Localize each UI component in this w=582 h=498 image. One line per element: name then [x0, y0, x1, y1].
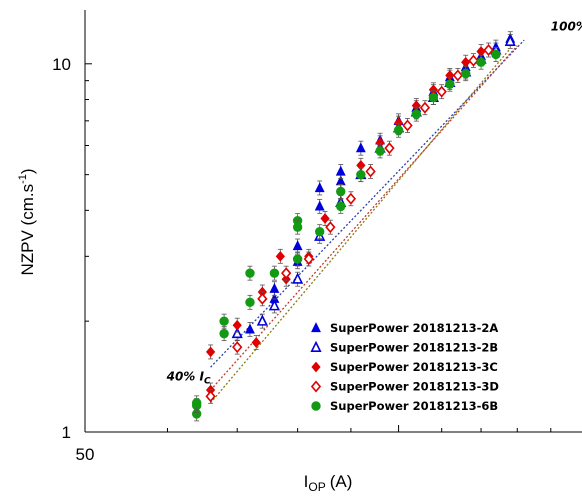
- data-point: [445, 79, 455, 89]
- data-point: [205, 390, 216, 403]
- annotation-main: 40% I: [166, 369, 205, 383]
- data-point: [452, 69, 463, 82]
- data-point: [393, 125, 404, 135]
- y-axis-title-close: ): [18, 168, 37, 174]
- data-point: [325, 221, 336, 234]
- data-point: [314, 200, 325, 211]
- data-point: [292, 222, 303, 232]
- legend: SuperPower 20181213-2A SuperPower 2018121…: [310, 321, 499, 413]
- trendline: [210, 48, 511, 404]
- data-point: [384, 142, 395, 155]
- data-point: [476, 46, 486, 57]
- data-point: [476, 57, 486, 67]
- data-point: [256, 314, 268, 326]
- data-point: [269, 282, 280, 293]
- data-point: [231, 326, 243, 339]
- data-point: [419, 101, 431, 114]
- data-point: [504, 34, 516, 46]
- x-axis-title-main: I: [304, 472, 309, 491]
- data-point: [461, 68, 471, 79]
- data-point: [232, 319, 242, 331]
- series-5: [191, 47, 501, 422]
- data-point: [365, 165, 376, 178]
- data-point: [269, 268, 280, 278]
- data-point: [251, 337, 261, 348]
- data-point: [461, 56, 471, 68]
- data-point: [483, 44, 494, 56]
- legend-label: SuperPower 20181213-2B: [330, 341, 498, 355]
- data-point: [320, 213, 330, 224]
- data-point: [428, 92, 439, 103]
- data-point: [345, 192, 357, 205]
- legend-item: SuperPower 20181213-3C: [311, 360, 498, 374]
- y-axis-title-main: NZPV (cm.s: [18, 184, 37, 276]
- tick-labels: 50 1 10: [52, 55, 94, 464]
- data-point: [314, 226, 325, 237]
- y-axis-title: NZPV (cm.s-1): [17, 168, 37, 275]
- annotation-sub: C: [204, 376, 211, 386]
- x-axis-title-unit: (A): [330, 472, 353, 491]
- data-point: [268, 299, 281, 311]
- annotation-label: 100% IC: [551, 20, 582, 37]
- legend-item: SuperPower 20181213-2B: [310, 340, 498, 355]
- data-point: [375, 146, 385, 156]
- legend-marker: [310, 340, 322, 353]
- data-point: [191, 398, 202, 408]
- y-tick-label: 1: [62, 423, 71, 442]
- data-point: [205, 346, 216, 358]
- data-point: [275, 250, 285, 262]
- data-point: [355, 142, 366, 153]
- annotation-main: 100% I: [551, 20, 582, 34]
- data-point: [232, 341, 243, 354]
- data-point: [436, 85, 447, 98]
- data-point: [468, 54, 479, 67]
- series-4: [205, 42, 494, 404]
- legend-label: SuperPower 20181213-3C: [330, 360, 498, 374]
- data-point: [219, 316, 229, 326]
- data-point: [335, 165, 346, 176]
- data-point: [219, 328, 229, 339]
- data-point: [314, 182, 325, 193]
- series-1: [245, 31, 516, 337]
- data-point: [257, 292, 268, 305]
- legend-marker: [310, 380, 322, 393]
- x-axis-title-sub: OP: [308, 480, 325, 494]
- data-point: [411, 109, 422, 119]
- data-point: [402, 119, 413, 132]
- legend-item: SuperPower 20181213-3D: [310, 380, 499, 394]
- trendline: [210, 39, 525, 368]
- data-points: [191, 31, 516, 422]
- y-axis-title-sup: -1: [17, 174, 29, 184]
- axes: [84, 10, 582, 433]
- data-point: [245, 323, 255, 334]
- legend-item: SuperPower 20181213-2A: [311, 321, 498, 335]
- data-point: [491, 49, 501, 60]
- data-point: [281, 267, 292, 280]
- data-point: [336, 201, 346, 212]
- trendline: [210, 45, 518, 391]
- data-point: [292, 254, 303, 264]
- legend-marker: [311, 361, 321, 373]
- legend-item: SuperPower 20181213-6B: [311, 399, 498, 413]
- data-point: [245, 268, 255, 278]
- annotation-label: 40% IC: [166, 369, 211, 386]
- data-point: [292, 240, 303, 251]
- data-point: [336, 186, 346, 197]
- x-axis-title: IOP (A): [304, 472, 353, 494]
- legend-marker: [311, 401, 321, 411]
- legend-label: SuperPower 20181213-6B: [330, 399, 498, 413]
- legend-marker: [311, 322, 321, 333]
- data-point: [245, 297, 255, 308]
- data-point: [292, 272, 304, 284]
- data-point: [356, 169, 366, 180]
- legend-label: SuperPower 20181213-3D: [330, 380, 499, 394]
- plot-area: [210, 39, 525, 404]
- data-point: [303, 253, 314, 265]
- y-tick-label: 10: [52, 55, 71, 74]
- legend-label: SuperPower 20181213-2A: [330, 321, 498, 335]
- x-tick-label: 50: [76, 445, 95, 464]
